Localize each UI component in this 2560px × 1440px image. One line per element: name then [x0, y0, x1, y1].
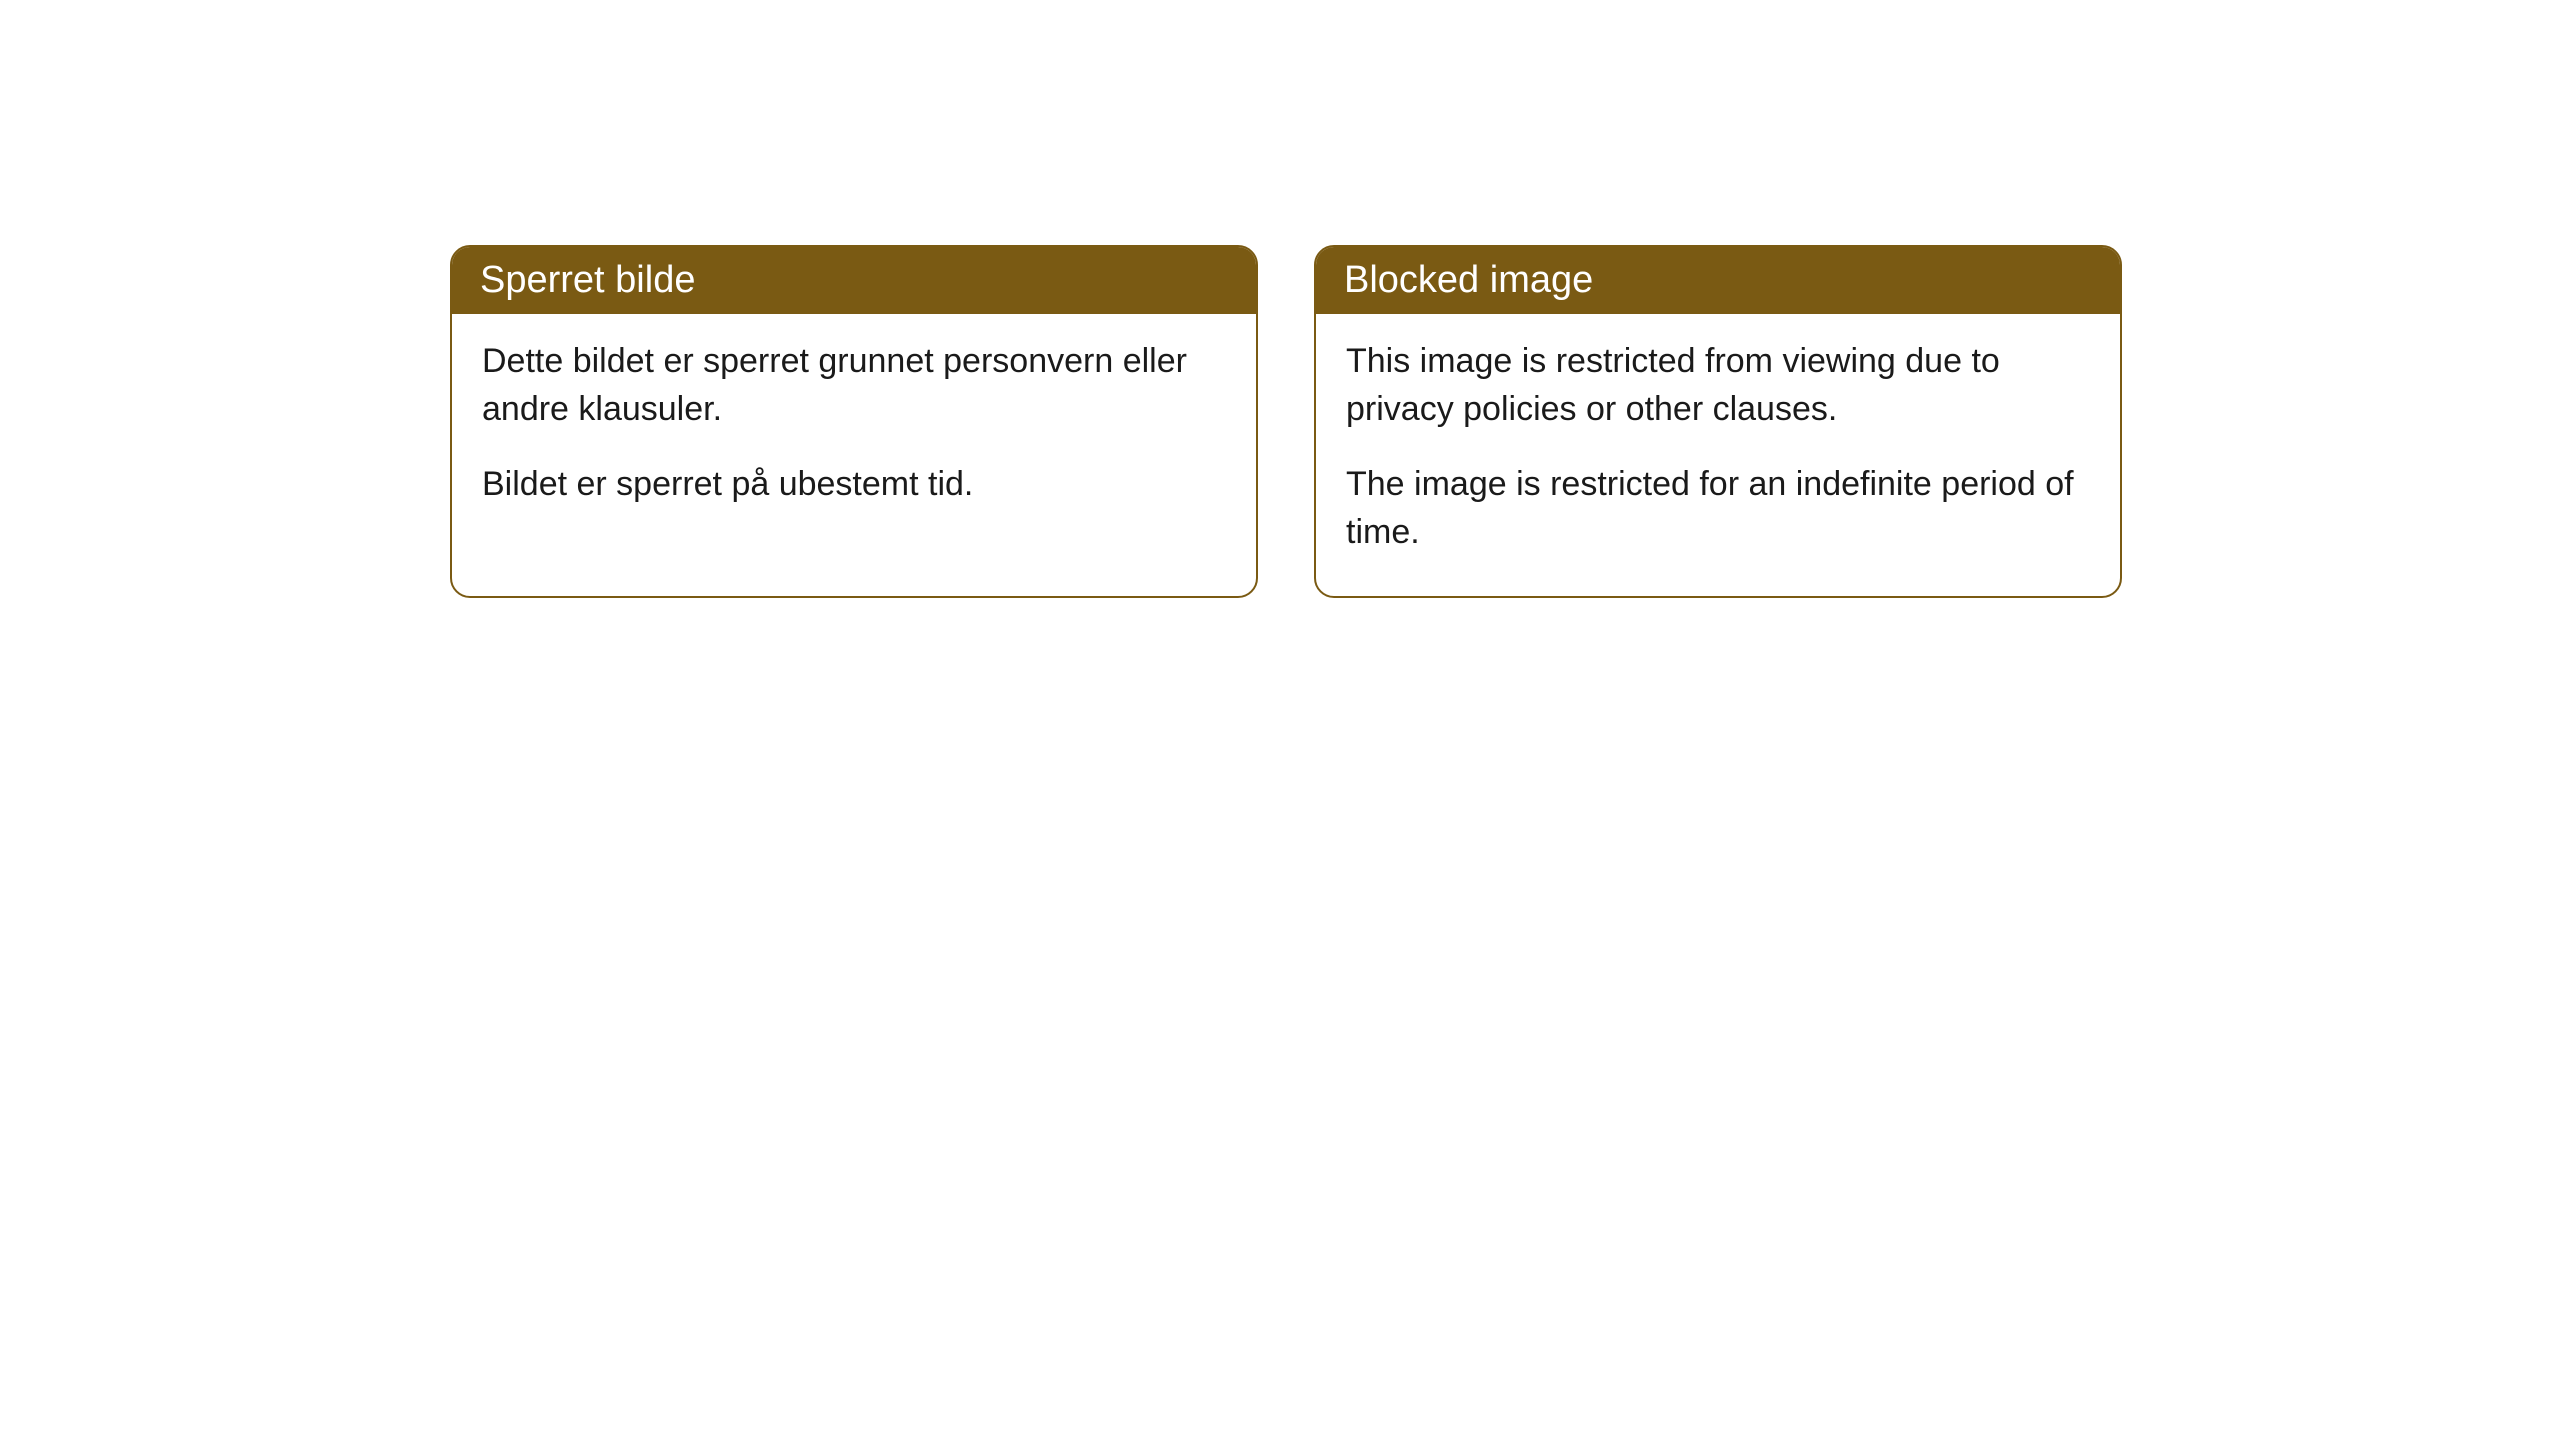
notice-paragraph: This image is restricted from viewing du…: [1346, 338, 2090, 433]
notice-paragraph: Dette bildet er sperret grunnet personve…: [482, 338, 1226, 433]
notice-container: Sperret bilde Dette bildet er sperret gr…: [450, 245, 2122, 598]
notice-paragraph: Bildet er sperret på ubestemt tid.: [482, 461, 1226, 509]
notice-card-english: Blocked image This image is restricted f…: [1314, 245, 2122, 598]
notice-card-norwegian: Sperret bilde Dette bildet er sperret gr…: [450, 245, 1258, 598]
notice-body-english: This image is restricted from viewing du…: [1316, 314, 2120, 596]
notice-paragraph: The image is restricted for an indefinit…: [1346, 461, 2090, 556]
notice-body-norwegian: Dette bildet er sperret grunnet personve…: [452, 314, 1256, 549]
notice-header-english: Blocked image: [1316, 247, 2120, 314]
notice-header-norwegian: Sperret bilde: [452, 247, 1256, 314]
